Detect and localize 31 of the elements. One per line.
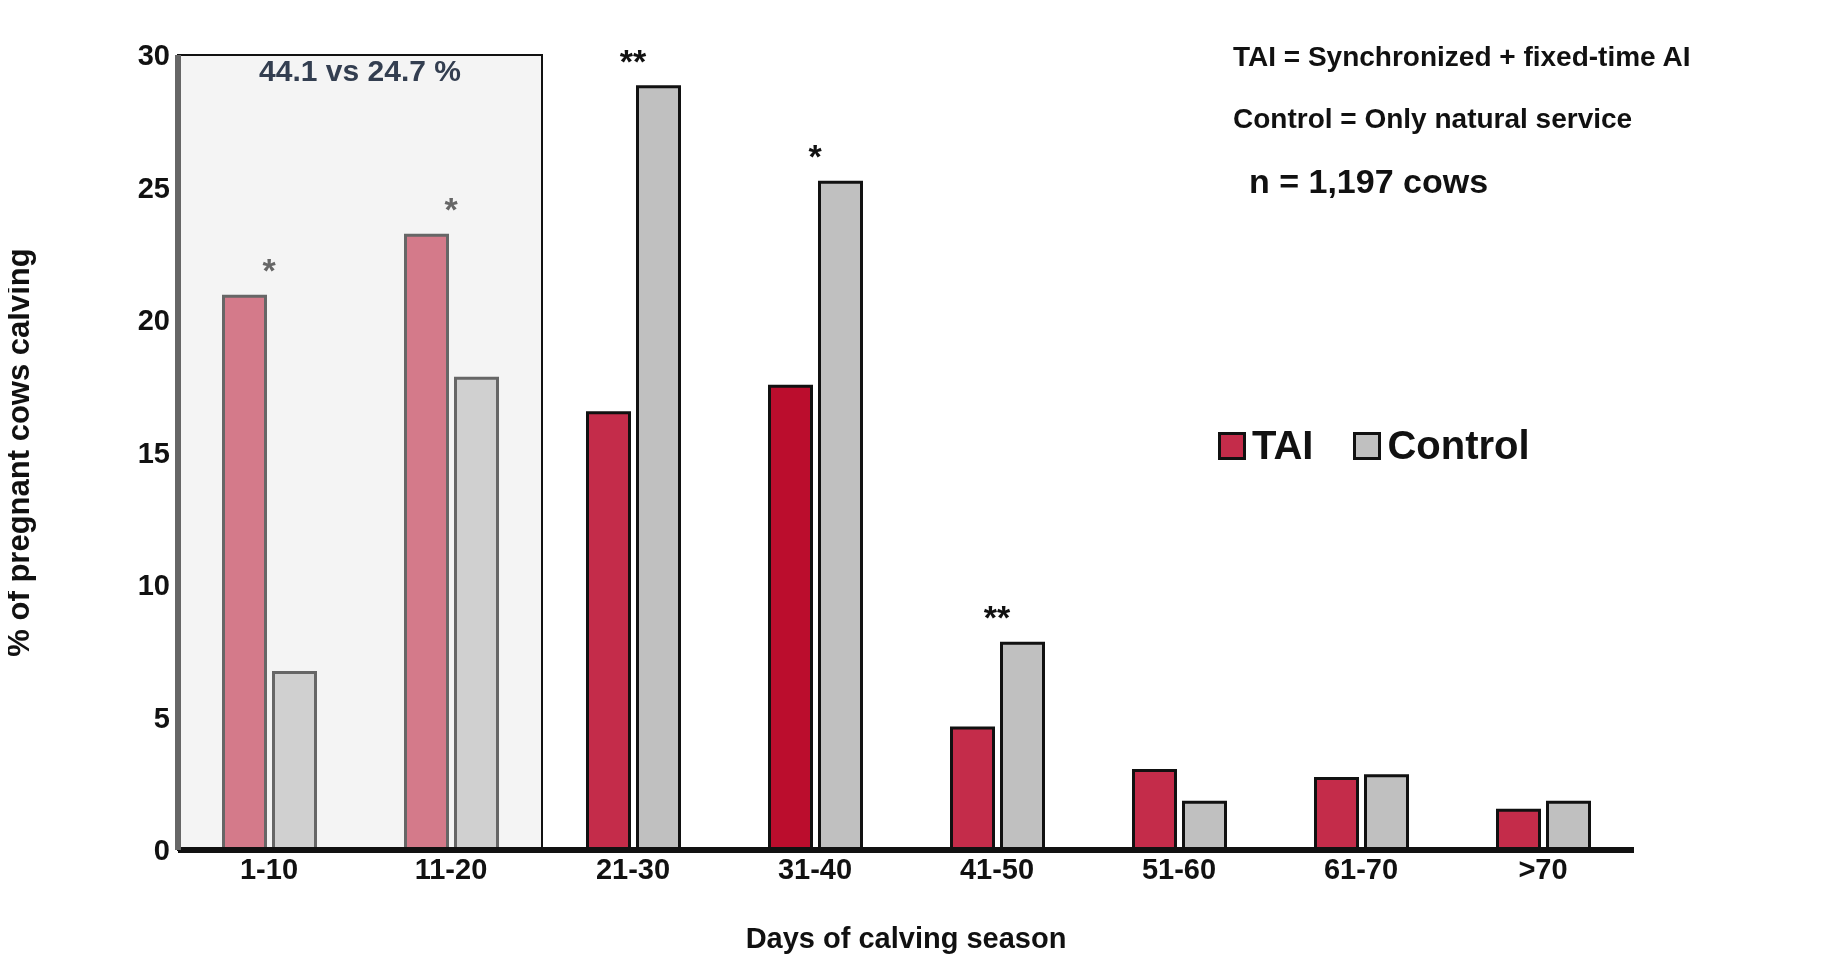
x-tick-label: 41-50 xyxy=(959,852,1035,885)
y-tick-label: 20 xyxy=(137,304,170,337)
legend-label: TAI xyxy=(1252,423,1314,468)
y-tick-label: 25 xyxy=(137,171,170,204)
y-tick-label: 5 xyxy=(153,701,170,734)
annotation: n = 1,197 cows xyxy=(1249,161,1490,202)
bar xyxy=(272,670,317,850)
annotation: ** xyxy=(983,598,1011,637)
y-tick-label: 0 xyxy=(153,834,170,867)
x-tick-label: 51-60 xyxy=(1141,852,1217,885)
bar xyxy=(454,376,499,850)
band-label: 44.1 vs 24.7 % xyxy=(259,54,461,88)
x-tick-label: 21-30 xyxy=(595,852,671,885)
legend-label: Control xyxy=(1387,423,1530,468)
x-tick-label: 31-40 xyxy=(777,852,853,885)
y-tick-label: 15 xyxy=(137,436,170,469)
annotation: ** xyxy=(619,41,647,80)
annotation: * xyxy=(808,137,823,176)
x-tick-label: 61-70 xyxy=(1323,852,1399,885)
bar xyxy=(222,294,267,850)
x-tick-label: 11-20 xyxy=(414,852,488,885)
annotation: * xyxy=(444,190,459,229)
x-tick-label: 1-10 xyxy=(239,852,299,885)
annotation: Control = Only natural service xyxy=(1233,102,1634,136)
x-axis-title: Days of calving season xyxy=(745,922,1067,954)
annotation: * xyxy=(262,251,277,290)
bar xyxy=(404,233,449,850)
y-tick-label: 30 xyxy=(137,39,170,72)
annotation: TAI = Synchronized + fixed-time AI xyxy=(1233,40,1691,74)
y-tick-label: 10 xyxy=(137,569,170,602)
x-tick-label: >70 xyxy=(1518,852,1568,885)
